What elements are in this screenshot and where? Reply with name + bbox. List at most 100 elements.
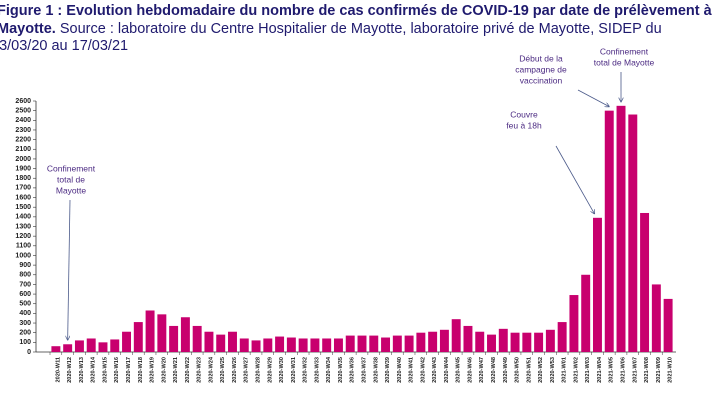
x-tick-label: 2021-W05 [609, 357, 615, 383]
x-tick-label: 2020-W11 [55, 357, 61, 383]
y-tick-label: 1800 [15, 175, 31, 182]
x-tick-label: 2020-W15 [102, 357, 108, 383]
annotation-text: total de Mayotte [594, 57, 655, 67]
bar [145, 310, 155, 352]
bar [86, 338, 96, 352]
x-tick-label: 2021-W02 [573, 357, 579, 383]
x-tick-label: 2020-W36 [350, 357, 356, 383]
bar [392, 335, 402, 352]
bar [275, 336, 285, 352]
bar [651, 284, 661, 352]
x-tick-label: 2021-W06 [621, 357, 627, 383]
x-tick-label: 2020-W22 [185, 357, 191, 383]
x-tick-label: 2020-W42 [420, 357, 426, 383]
bar [333, 338, 343, 352]
y-tick-label: 600 [19, 291, 31, 298]
title-end: Mayotte. [0, 21, 56, 37]
bar [416, 332, 426, 352]
bar [216, 334, 226, 352]
x-tick-label: 2021-W07 [632, 357, 638, 383]
x-tick-label: 2020-W53 [550, 357, 556, 383]
y-tick-label: 1900 [15, 165, 31, 172]
x-tick-label: 2020-W40 [397, 357, 403, 383]
x-tick-label: 2020-W43 [432, 357, 438, 383]
bar [487, 334, 496, 352]
annotation-text: Confinement [600, 46, 649, 56]
bar [545, 329, 555, 352]
bar [498, 328, 508, 352]
bar [581, 274, 591, 352]
bar [428, 331, 438, 352]
bar [169, 325, 179, 352]
y-tick-label: 1700 [15, 185, 31, 192]
bar [463, 325, 473, 352]
x-tick-label: 2020-W32 [303, 357, 309, 383]
y-tick-label: 2300 [15, 127, 31, 134]
x-tick-label: 2020-W13 [79, 357, 85, 383]
bar [157, 314, 167, 352]
x-tick-label: 2021-W10 [668, 357, 674, 383]
bar [298, 338, 308, 352]
annotation-arrow [68, 199, 71, 340]
bar [122, 331, 132, 352]
x-tick-label: 2021-W09 [656, 357, 662, 383]
x-tick-label: 2020-W48 [491, 357, 497, 383]
x-tick-label: 2020-W12 [67, 357, 73, 383]
x-tick-label: 2020-W39 [385, 357, 391, 383]
y-tick-label: 2600 [15, 98, 31, 105]
y-tick-label: 700 [19, 281, 31, 288]
x-tick-label: 2020-W29 [267, 357, 273, 383]
bar [204, 331, 214, 352]
bar [534, 332, 544, 352]
x-tick-label: 2020-W24 [208, 356, 214, 383]
x-tick-label: 2020-W16 [114, 357, 120, 383]
x-tick-label: 2020-W19 [150, 357, 156, 383]
bar [180, 317, 190, 352]
x-tick-label: 2020-W37 [361, 357, 367, 383]
bar [557, 322, 567, 352]
x-tick-label: 2020-W52 [538, 357, 544, 383]
y-tick-label: 2400 [15, 117, 31, 124]
bar [228, 331, 237, 352]
bar [640, 212, 650, 352]
y-tick-label: 2100 [15, 146, 31, 153]
x-tick-label: 2020-W34 [326, 356, 332, 383]
bar [663, 298, 673, 352]
y-tick-label: 400 [19, 310, 31, 317]
annotation-text: vaccination [520, 75, 563, 85]
x-tick-label: 2020-W14 [91, 356, 97, 383]
x-tick-label: 2021-W08 [644, 357, 650, 383]
y-tick-label: 1600 [15, 194, 31, 201]
bar [133, 322, 143, 352]
x-tick-label: 2021-W03 [585, 357, 591, 383]
annotation-text: total de [57, 174, 85, 184]
x-tick-label: 2021-W01 [562, 357, 568, 383]
y-tick-label: 100 [19, 339, 31, 346]
x-tick-label: 2020-W49 [503, 357, 509, 383]
bar [439, 329, 449, 352]
annotation-text: campagne de [515, 64, 567, 74]
y-tick-label: 1500 [15, 204, 31, 211]
annotation-text: Confinement [47, 163, 96, 173]
bar [98, 342, 108, 352]
x-tick-label: 2020-W26 [232, 357, 238, 383]
bar [451, 319, 461, 352]
bar [286, 337, 296, 352]
bar [251, 340, 261, 352]
bar [592, 217, 602, 352]
x-tick-label: 2020-W51 [526, 357, 532, 383]
bar [63, 344, 73, 352]
y-tick-label: 2000 [15, 156, 31, 163]
annotation-arrow [555, 145, 594, 214]
bar [192, 325, 202, 352]
bar [74, 340, 84, 352]
x-tick-label: 2020-W50 [515, 357, 521, 383]
bar [310, 338, 320, 352]
x-tick-label: 2020-W25 [220, 357, 226, 383]
x-tick-label: 2020-W18 [138, 357, 144, 383]
y-tick-label: 2200 [15, 136, 31, 143]
y-tick-label: 900 [19, 262, 31, 269]
date-range: 13/03/20 au 17/03/21 [0, 38, 128, 54]
x-tick-label: 2020-W23 [197, 357, 203, 383]
